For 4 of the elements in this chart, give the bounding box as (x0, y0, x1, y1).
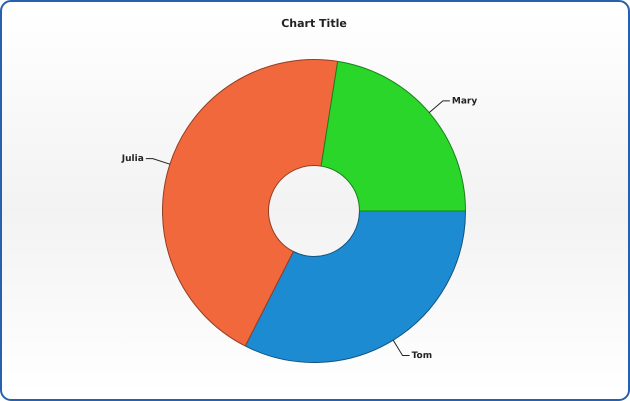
slice-label: Tom (412, 350, 432, 361)
slice-label: Julia (120, 154, 144, 164)
chart-title: Chart Title (281, 16, 347, 30)
slice-label: Mary (452, 96, 478, 106)
